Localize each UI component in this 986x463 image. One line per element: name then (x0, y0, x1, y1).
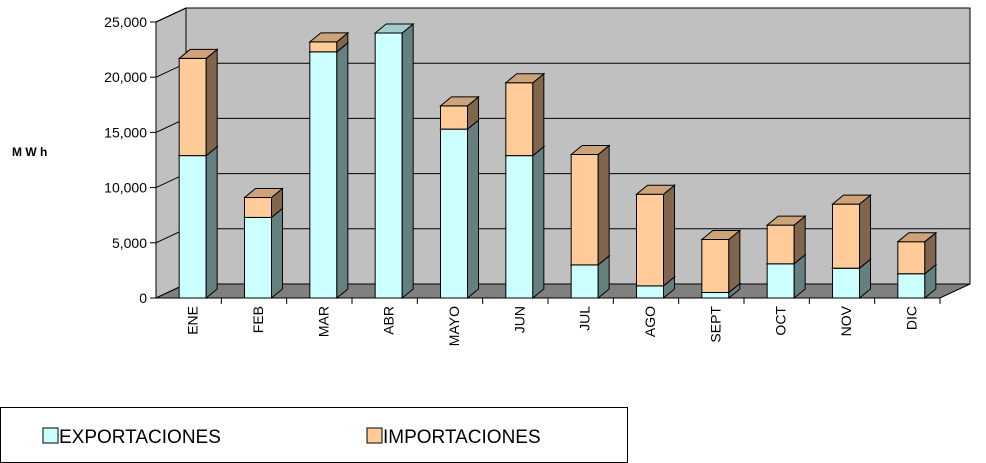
bar-exportaciones-front (178, 155, 207, 299)
x-tick-label: FEB (250, 306, 266, 333)
y-tick-label: 0 (139, 290, 147, 306)
bar-stack-ago (635, 184, 676, 300)
bar-importaciones-front (897, 241, 926, 275)
bar-importaciones-top (896, 232, 938, 243)
y-tick-label: 25,000 (104, 14, 147, 30)
bar-exportaciones-side (205, 145, 218, 300)
x-tick-label: ABR (381, 306, 397, 335)
legend-swatch-importaciones (366, 427, 383, 444)
y-tick-label: 5,000 (112, 235, 147, 251)
bar-importaciones-front (309, 41, 338, 53)
bar-importaciones-top (635, 184, 676, 195)
x-tick-label: MAYO (446, 306, 462, 346)
bar-importaciones-side (663, 184, 675, 287)
bar-exportaciones-top (373, 23, 415, 34)
bar-importaciones-top (439, 96, 480, 107)
bar-importaciones-front (766, 224, 795, 265)
bar-importaciones-side (728, 229, 741, 294)
x-tick-label: DIC (903, 306, 919, 330)
x-tick-label: JUL (577, 306, 593, 331)
bar-importaciones-top (177, 48, 219, 59)
bar-stack-nov (831, 194, 872, 300)
bar-importaciones-top (831, 194, 872, 205)
bar-importaciones-front (832, 203, 860, 269)
bar-importaciones-top (700, 229, 742, 240)
bar-exportaciones-front (897, 273, 926, 299)
bar-stack-sept (700, 229, 742, 300)
bar-importaciones-front (178, 57, 207, 157)
bar-importaciones-front (244, 197, 272, 218)
bar-exportaciones-front (766, 263, 795, 299)
bar-stack-feb (243, 187, 284, 300)
x-tick-label: ENE (185, 306, 201, 335)
legend-label-exportaciones: EXPORTACIONES (59, 427, 221, 448)
bar-exportaciones-side (532, 145, 545, 300)
legend: EXPORTACIONES IMPORTACIONES (0, 407, 628, 463)
bar-importaciones-side (532, 72, 545, 157)
bar-stack-oct (765, 215, 807, 300)
bar-exportaciones-side (467, 119, 479, 300)
bars (177, 22, 938, 300)
bar-importaciones-side (597, 144, 610, 266)
x-axis: ENE FEB MAR ABR MAYO JUN JUL AGO SEPT OCT NOV DIC (156, 297, 941, 346)
legend-label-importaciones: IMPORTACIONES (383, 427, 541, 448)
x-tick-label: OCT (773, 306, 789, 336)
bar-importaciones-top (569, 144, 611, 155)
bar-exportaciones-side (401, 22, 414, 300)
bar-exportaciones-side (336, 41, 349, 300)
bar-stack-mayo (439, 95, 480, 300)
x-tick-label: AGO (642, 306, 658, 337)
bar-exportaciones-front (832, 267, 860, 299)
y-axis-label: M W h (12, 145, 47, 159)
bar-importaciones-top (765, 215, 807, 226)
x-tick-label: MAR (315, 306, 331, 337)
bar-exportaciones-front (440, 128, 468, 299)
bar-stack-abr (373, 22, 415, 300)
bar-exportaciones-front (244, 216, 272, 299)
bar-stack-jul (569, 144, 611, 300)
bar-importaciones-front (505, 82, 534, 157)
legend-frame (0, 407, 628, 463)
gridline (155, 7, 970, 23)
bar-exportaciones-side (271, 207, 283, 300)
bar-stack-ene (177, 48, 219, 300)
y-tick-label: 20,000 (104, 69, 147, 85)
bar-stack-mar (308, 31, 350, 300)
x-tick-label: NOV (838, 305, 854, 336)
bar-importaciones-side (205, 48, 218, 157)
y-tick-label: 10,000 (104, 180, 147, 196)
x-tick-label: JUN (511, 306, 527, 333)
bar-importaciones-front (636, 193, 664, 287)
bar-stack-dic (896, 231, 938, 300)
bar-exportaciones-front (701, 291, 730, 299)
bar-importaciones-front (701, 238, 730, 293)
bar-importaciones-top (308, 32, 350, 43)
bar-exportaciones-front (636, 285, 664, 299)
bar-importaciones-side (859, 194, 871, 270)
y-tick-label: 15,000 (104, 124, 147, 140)
bar-exportaciones-front (374, 32, 403, 299)
bar-importaciones-top (243, 188, 284, 199)
bar-exportaciones-front (570, 264, 599, 299)
bar-importaciones-top (504, 73, 546, 84)
bar-importaciones-front (570, 153, 599, 266)
bar-exportaciones-front (505, 155, 534, 299)
bar-exportaciones-front (309, 51, 338, 299)
bar-importaciones-front (440, 105, 468, 130)
legend-swatch-exportaciones (42, 427, 59, 444)
bar-stack-jun (504, 72, 546, 300)
y-axis: 0 5,000 10,000 15,000 20,000 25,000 (104, 14, 157, 306)
x-tick-label: SEPT (707, 306, 723, 343)
